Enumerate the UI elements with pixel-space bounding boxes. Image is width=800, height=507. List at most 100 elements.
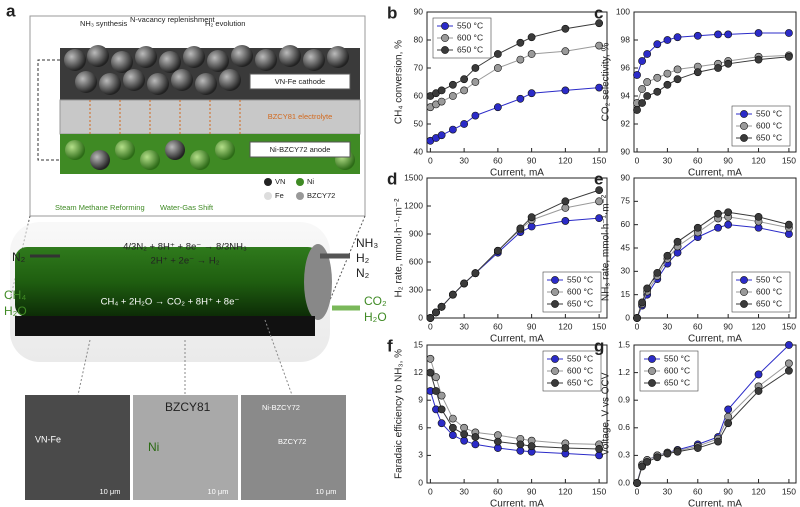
y-tick-label: 30 <box>621 266 631 276</box>
data-point <box>595 41 604 50</box>
reaction: 4/3N₂ + 8H⁺ + 8e⁻ → 8/3NH₃ <box>123 242 247 253</box>
data-point <box>724 208 733 217</box>
data-point <box>448 414 457 423</box>
zoom-line <box>77 339 91 396</box>
data-point <box>724 59 733 68</box>
y-tick-label: 80 <box>414 34 424 44</box>
legend-marker <box>551 300 559 308</box>
y-tick-label: 60 <box>621 219 631 229</box>
data-point <box>471 440 480 449</box>
legend-label: Fe <box>275 191 284 200</box>
legend-dot <box>264 192 272 200</box>
output-label: H₂ <box>356 251 370 265</box>
legend-marker <box>740 276 748 284</box>
data-point <box>432 308 440 317</box>
data-point <box>432 387 440 395</box>
y-tick-label: 92 <box>621 118 631 128</box>
y-axis-label: CH₄ conversion, % <box>394 40 405 124</box>
output-label: N₂ <box>356 266 370 280</box>
x-axis-label: Current, mA <box>490 499 544 507</box>
legend-label: 600 °C <box>457 32 483 42</box>
x-axis-label: Current, mA <box>688 499 742 507</box>
data-point <box>516 446 525 455</box>
data-point <box>785 52 793 61</box>
x-tick-label: 120 <box>558 486 572 496</box>
data-point <box>785 220 793 229</box>
plot-frame <box>426 344 608 484</box>
data-point <box>527 50 536 58</box>
panel-label: a <box>6 1 16 20</box>
scale-bar: 10 μm <box>100 487 121 496</box>
legend-label: 600 °C <box>756 120 782 130</box>
legend-marker <box>551 276 559 284</box>
legend-label: BZCY72 <box>307 191 335 200</box>
y-tick-label: 75 <box>621 196 631 206</box>
data-point <box>460 430 469 439</box>
data-point <box>673 65 682 74</box>
data-point <box>724 405 733 414</box>
data-point <box>516 440 525 449</box>
panel-label: e <box>594 169 603 188</box>
data-point <box>754 370 763 379</box>
data-point <box>663 80 672 89</box>
y-tick-label: 1.2 <box>618 367 630 377</box>
data-point <box>426 354 435 363</box>
data-point <box>785 29 793 37</box>
x-tick-label: 30 <box>663 155 673 165</box>
y-tick-label: 900 <box>409 228 423 238</box>
data-point <box>724 419 733 428</box>
data-point <box>633 479 641 487</box>
legend-dot <box>296 178 304 186</box>
legend-marker <box>648 379 656 387</box>
data-point <box>595 19 604 28</box>
y-tick-label: 50 <box>414 118 424 128</box>
data-point <box>516 38 525 47</box>
legend-label: 600 °C <box>756 286 782 296</box>
y-tick-label: 1200 <box>404 200 423 210</box>
data-point <box>785 341 793 349</box>
x-tick-label: 90 <box>527 321 537 331</box>
y-tick-label: 12 <box>414 367 424 377</box>
x-tick-label: 150 <box>782 321 796 331</box>
scale-bar: 10 μm <box>316 487 337 496</box>
data-point <box>633 106 641 114</box>
micrograph-label: BZCY72 <box>278 437 306 446</box>
data-point <box>595 197 604 206</box>
data-point <box>724 220 733 229</box>
legend-label: 650 °C <box>567 377 593 387</box>
data-point <box>724 412 733 421</box>
data-point <box>638 85 646 93</box>
data-point <box>448 125 457 134</box>
y-tick-label: 0 <box>418 477 423 487</box>
y-tick-label: 90 <box>621 172 631 182</box>
data-point <box>471 433 480 441</box>
micrograph-label: Ni <box>148 440 159 454</box>
x-axis-label: Current, mA <box>490 334 544 345</box>
output-label: NH₃ <box>356 236 378 250</box>
series-line <box>429 390 600 456</box>
legend-label: 600 °C <box>567 365 593 375</box>
data-point <box>426 314 435 322</box>
x-axis-label: Current, mA <box>688 334 742 345</box>
data-point <box>516 94 525 103</box>
data-point <box>448 423 457 432</box>
data-point <box>643 50 652 58</box>
y-tick-label: 9 <box>418 394 423 404</box>
output-label: H₂O <box>364 310 387 324</box>
data-point <box>448 92 457 100</box>
data-point <box>516 55 525 64</box>
legend-dot <box>296 192 304 200</box>
x-tick-label: 150 <box>592 321 606 331</box>
data-point <box>437 302 446 311</box>
zoom-line <box>264 319 293 396</box>
data-point <box>432 373 440 382</box>
legend-label: 600 °C <box>664 365 690 375</box>
y-tick-label: 0.0 <box>618 477 630 487</box>
x-tick-label: 120 <box>751 486 765 496</box>
micrograph-label: VN-Fe <box>35 434 61 444</box>
data-point <box>693 223 702 232</box>
process-label: Water-Gas Shift <box>160 203 214 212</box>
legend-marker <box>551 379 559 387</box>
data-point <box>527 89 536 98</box>
panel-label: f <box>387 336 393 355</box>
